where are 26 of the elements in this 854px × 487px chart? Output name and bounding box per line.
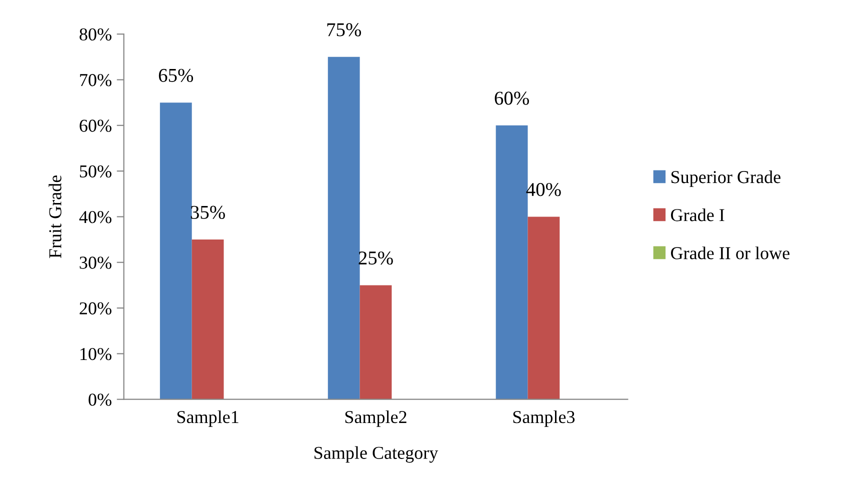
y-tick-label: 80% (80, 28, 112, 41)
y-tick-label: 20% (80, 302, 112, 315)
y-tick-label: 50% (80, 165, 112, 178)
bar (528, 216, 560, 400)
x-tick-label: Sample2 (345, 410, 406, 427)
y-tick-label: 70% (80, 74, 112, 86)
legend-label: Grade I (671, 208, 724, 222)
bar (328, 56, 360, 400)
bar (192, 240, 224, 400)
y-axis-title: Fruit Grade (48, 175, 62, 258)
x-axis-title: Sample Category (314, 446, 438, 463)
y-tick-label: 30% (80, 256, 112, 269)
x-tick-label: Sample3 (513, 410, 575, 427)
y-tick-label: 40% (79, 210, 112, 224)
y-tick-label: 0% (88, 394, 112, 406)
y-tick-label: 60% (80, 120, 112, 132)
legend-label: Grade II or lowe (671, 246, 790, 260)
bar (160, 102, 192, 400)
data-label: 75% (327, 23, 362, 36)
bar (496, 125, 528, 400)
y-tick-label: 10% (80, 348, 112, 360)
x-tick-label: Sample1 (177, 410, 238, 427)
data-label: 65% (158, 68, 194, 82)
legend-label: Superior Grade (671, 170, 780, 187)
bar (360, 285, 392, 400)
data-label: 60% (494, 92, 529, 105)
